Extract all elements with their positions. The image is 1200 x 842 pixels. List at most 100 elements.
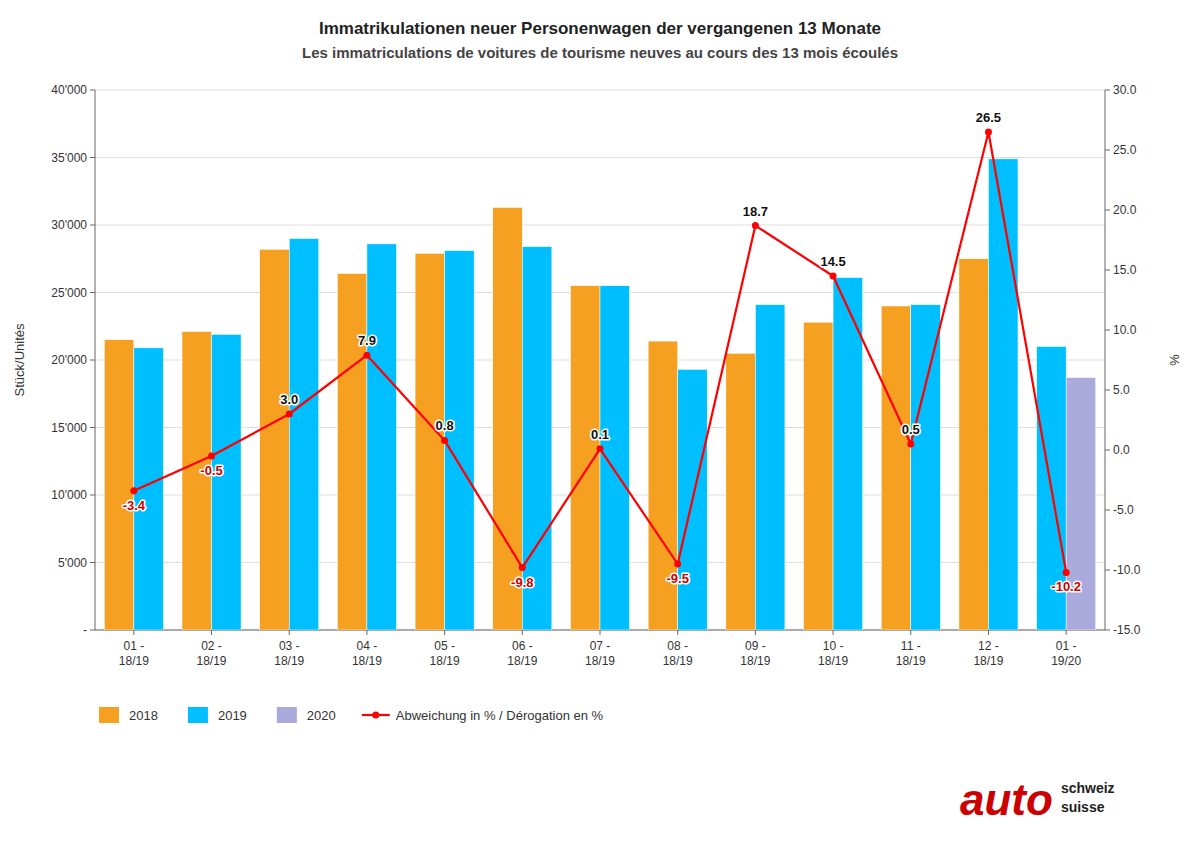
data-labels: -3.4-0.53.07.90.8-9.80.1-9.518.714.50.52… — [123, 110, 1081, 594]
x-tick-label-line: 01 - — [124, 639, 145, 653]
x-tick-label-line: 18/19 — [352, 654, 382, 668]
line-marker — [286, 411, 293, 418]
y2-tick-label: 0.0 — [1113, 443, 1130, 457]
bar — [337, 274, 367, 630]
bar — [104, 340, 134, 630]
data-label: -0.5 — [200, 463, 222, 478]
x-tick-label-line: 18/19 — [818, 654, 848, 668]
data-label: 0.8 — [436, 418, 454, 433]
line-marker — [363, 352, 370, 359]
data-label: 3.0 — [280, 392, 298, 407]
logo-text: schweiz — [1061, 780, 1115, 796]
y-tick-label: 20'000 — [51, 353, 87, 367]
y-tick — [90, 157, 95, 158]
background — [0, 0, 1200, 842]
x-tick-label-line: 10 - — [823, 639, 844, 653]
x-tick — [600, 630, 601, 635]
y-tick-label: 25'000 — [51, 286, 87, 300]
y-tick-label: - — [83, 623, 87, 637]
marks — [104, 129, 1095, 631]
legend-swatch — [99, 707, 119, 723]
x-tick — [910, 630, 911, 635]
x-tick-label-line: 18/19 — [663, 654, 693, 668]
data-label: 7.9 — [358, 333, 376, 348]
legend-label: 2020 — [307, 708, 336, 723]
x-tick-label-line: 18/19 — [507, 654, 537, 668]
x-tick-label: 08 -18/19 — [663, 639, 693, 668]
x-tick-label-line: 07 - — [590, 639, 611, 653]
x-tick-label: 11 -18/19 — [896, 639, 926, 668]
bar — [182, 332, 212, 630]
y-tick-label: 15'000 — [51, 421, 87, 435]
line-marker — [985, 129, 992, 136]
bar — [988, 159, 1018, 630]
y-tick-label: 5'000 — [58, 556, 87, 570]
y-tick-label: 40'000 — [51, 83, 87, 97]
x-tick — [366, 630, 367, 635]
x-tick — [677, 630, 678, 635]
y2-tick-label: 25.0 — [1113, 143, 1137, 157]
y2-tick — [1105, 630, 1110, 631]
x-tick-label: 02 -18/19 — [197, 639, 227, 668]
grid-line — [95, 157, 1105, 158]
bar — [600, 286, 630, 630]
y2-axis-label: % — [1167, 354, 1182, 366]
y2-tick — [1105, 390, 1110, 391]
bar — [212, 334, 242, 630]
x-tick-label: 12 -18/19 — [973, 639, 1003, 668]
bar — [959, 259, 989, 630]
legend-label: 2019 — [218, 708, 247, 723]
y2-tick — [1105, 270, 1110, 271]
x-tick-label-line: 01 - — [1056, 639, 1077, 653]
legend-swatch — [277, 707, 297, 723]
bar — [881, 306, 911, 630]
x-tick-label-line: 18/19 — [119, 654, 149, 668]
y2-tick — [1105, 90, 1110, 91]
line-marker — [674, 561, 681, 568]
x-tick-label-line: 12 - — [978, 639, 999, 653]
x-tick-label: 06 -18/19 — [507, 639, 537, 668]
data-label: 14.5 — [820, 254, 845, 269]
bar — [755, 305, 785, 630]
x-tick-label-line: 18/19 — [973, 654, 1003, 668]
legend: 2018 2019 2020 Abweichung in % / Dérogation… — [99, 707, 604, 723]
x-tick-label-line: 11 - — [901, 639, 921, 653]
bar — [367, 244, 397, 630]
y2-tick-label: -15.0 — [1113, 623, 1141, 637]
x-tick-label-line: 19/20 — [1051, 654, 1081, 668]
line-marker — [441, 437, 448, 444]
x-tick-label-line: 18/19 — [197, 654, 227, 668]
data-label: 26.5 — [976, 110, 1001, 125]
legend-label: Abweichung in % / Dérogation en % — [396, 708, 604, 723]
bar — [289, 239, 319, 631]
bar — [260, 249, 290, 630]
line-marker — [519, 564, 526, 571]
title: Immatrikulationen neuer Personenwagen de… — [319, 19, 881, 38]
y2-axis — [1105, 90, 1106, 630]
data-label: 0.5 — [902, 422, 920, 437]
x-tick-label-line: 03 - — [279, 639, 300, 653]
x-tick-label-line: 18/19 — [585, 654, 615, 668]
bar — [911, 305, 941, 630]
y-tick — [90, 360, 95, 361]
x-tick — [133, 630, 134, 635]
x-tick-label: 05 -18/19 — [430, 639, 460, 668]
x-tick-label-line: 02 - — [201, 639, 222, 653]
chart: Immatrikulationen neuer Personenwagen de… — [0, 0, 1200, 842]
bar — [804, 322, 834, 630]
x-tick-label: 03 -18/19 — [274, 639, 304, 668]
legend-label: 2018 — [129, 708, 158, 723]
y2-tick-label: -5.0 — [1113, 503, 1134, 517]
x-tick — [988, 630, 989, 635]
line-marker — [907, 441, 914, 448]
x-tick — [1066, 630, 1067, 635]
data-label: -9.8 — [511, 575, 533, 590]
grid-line — [95, 225, 1105, 226]
y2-tick — [1105, 330, 1110, 331]
y-tick — [90, 495, 95, 496]
y2-tick — [1105, 150, 1110, 151]
x-tick — [833, 630, 834, 635]
x-tick — [444, 630, 445, 635]
line-marker — [830, 273, 837, 280]
bar — [726, 353, 756, 630]
